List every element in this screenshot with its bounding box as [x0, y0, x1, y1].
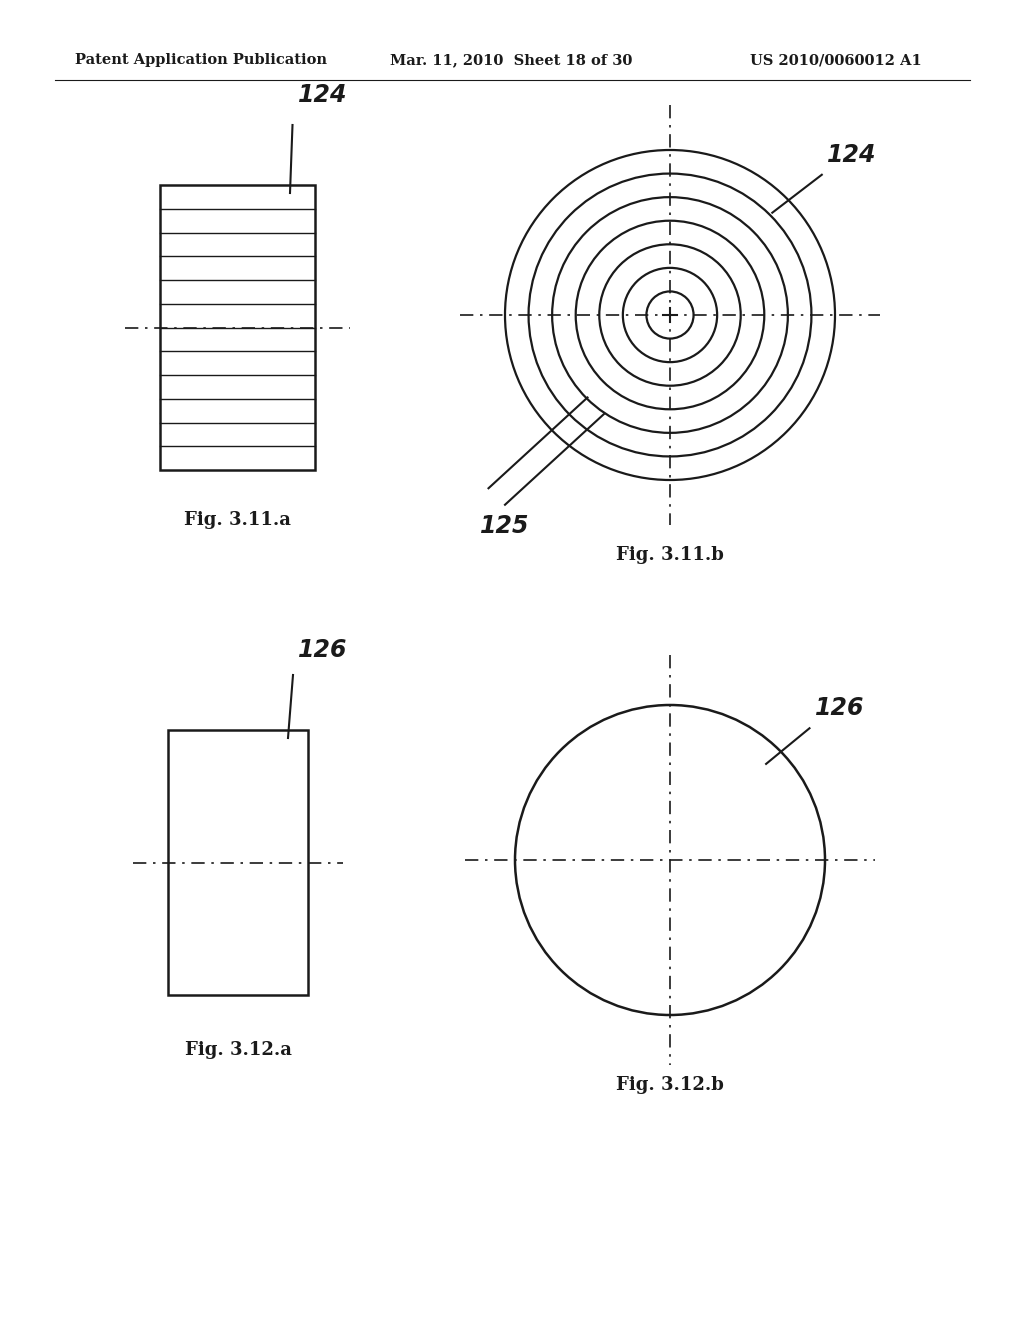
Text: 126: 126 [298, 638, 347, 663]
Text: 126: 126 [814, 696, 864, 721]
Text: Mar. 11, 2010  Sheet 18 of 30: Mar. 11, 2010 Sheet 18 of 30 [390, 53, 633, 67]
Text: 124: 124 [826, 143, 877, 166]
Text: 124: 124 [298, 83, 347, 107]
Text: 125: 125 [480, 515, 529, 539]
Text: US 2010/0060012 A1: US 2010/0060012 A1 [750, 53, 922, 67]
Bar [168, 730, 308, 995]
Text: Fig. 3.12.a: Fig. 3.12.a [184, 1041, 292, 1059]
Text: Fig. 3.11.b: Fig. 3.11.b [616, 546, 724, 564]
Text: Fig. 3.12.b: Fig. 3.12.b [616, 1076, 724, 1094]
Text: Fig. 3.11.a: Fig. 3.11.a [184, 511, 291, 529]
Bar [160, 185, 315, 470]
Text: Patent Application Publication: Patent Application Publication [75, 53, 327, 67]
